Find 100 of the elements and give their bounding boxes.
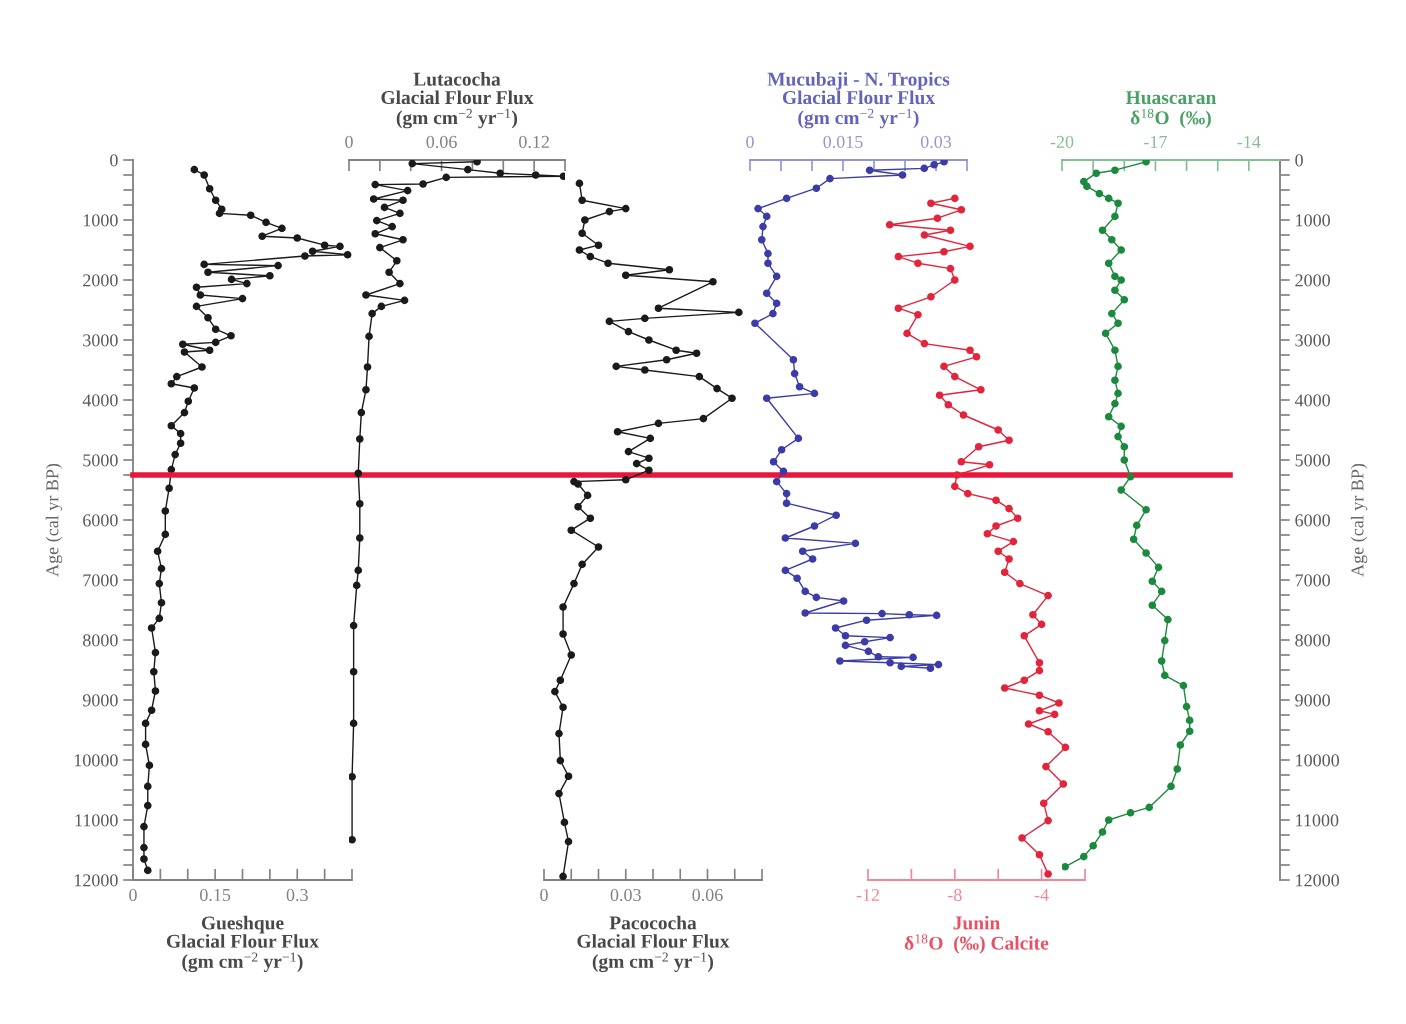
point xyxy=(559,630,567,638)
x-tick-label: 0 xyxy=(746,135,754,148)
point xyxy=(841,641,850,650)
point xyxy=(463,165,472,174)
point xyxy=(583,491,592,500)
point xyxy=(810,522,819,530)
x-tick-label: 0.03 xyxy=(920,135,952,149)
x-tick-label: -20 xyxy=(1050,135,1074,148)
point xyxy=(581,216,589,224)
point xyxy=(531,171,540,179)
point xyxy=(645,336,653,344)
point xyxy=(570,579,578,588)
x-tick-label: 0.015 xyxy=(823,135,863,149)
point xyxy=(699,414,708,423)
y-tick-label: 1000 xyxy=(83,214,118,227)
point xyxy=(355,534,364,542)
point xyxy=(762,394,771,403)
point xyxy=(621,271,630,280)
point xyxy=(555,789,563,798)
point xyxy=(560,818,569,827)
y-axis-title: Age (cal yr BP) xyxy=(45,463,63,577)
point xyxy=(567,526,576,535)
point xyxy=(777,445,786,454)
y-tick-label: 8000 xyxy=(1295,634,1331,647)
point xyxy=(564,837,573,846)
point xyxy=(368,309,376,318)
point xyxy=(574,502,582,511)
point xyxy=(769,457,778,466)
point xyxy=(886,633,894,642)
x-axis-title: Gueshque Glacial Flour Flux (gm cm$^{−2}$ yr$^{−1}$) xyxy=(166,915,319,973)
point xyxy=(841,631,850,640)
point xyxy=(594,241,603,250)
point xyxy=(865,166,874,175)
point xyxy=(864,647,873,656)
point xyxy=(790,369,799,378)
point xyxy=(419,180,427,188)
point xyxy=(567,651,576,659)
point xyxy=(926,664,935,673)
point xyxy=(759,222,767,231)
point xyxy=(772,272,781,281)
point xyxy=(355,435,364,443)
point xyxy=(862,616,871,625)
y-tick-label: 7000 xyxy=(83,574,118,587)
point xyxy=(798,547,807,556)
point xyxy=(851,539,860,548)
y-tick-label: 0 xyxy=(1295,154,1303,167)
x-tick-label: 0.06 xyxy=(692,888,723,902)
point xyxy=(920,164,929,173)
y-tick-label: 0 xyxy=(110,154,118,167)
x-tick-label: 0 xyxy=(129,888,137,902)
point xyxy=(772,477,781,486)
point xyxy=(396,279,404,288)
y-tick-label: 8000 xyxy=(82,634,118,647)
point xyxy=(354,469,363,478)
y-tick-label: 10000 xyxy=(1296,754,1340,767)
point xyxy=(782,194,791,203)
point xyxy=(556,756,565,765)
point xyxy=(641,314,649,323)
x-tick-label: 0.3 xyxy=(286,888,308,902)
point xyxy=(400,296,409,305)
point xyxy=(621,204,630,213)
point xyxy=(695,372,704,381)
point xyxy=(575,246,584,254)
x-axis-title: Pacococha Glacial Flour Flux (gm cm$^{−2}$ yr$^{−1}$) xyxy=(577,915,730,973)
y-axis-title: Age (cal yr BP) xyxy=(1350,463,1368,577)
point xyxy=(654,304,663,313)
point xyxy=(399,235,407,244)
point xyxy=(362,291,370,299)
y-tick-label: 9000 xyxy=(1295,694,1331,707)
y-tick-label: 11000 xyxy=(1296,814,1339,827)
y-tick-label: 3000 xyxy=(83,334,118,347)
point xyxy=(665,265,674,274)
point xyxy=(713,384,721,393)
y-tick-label: 6000 xyxy=(1295,514,1331,527)
y-tick-label: 4000 xyxy=(82,394,118,407)
y-tick-label: 7000 xyxy=(1295,574,1331,587)
point xyxy=(399,196,407,205)
x-tick-label: -17 xyxy=(1144,135,1167,148)
point xyxy=(559,872,567,880)
point xyxy=(385,268,393,277)
point xyxy=(692,349,701,358)
point xyxy=(349,835,356,844)
x-axis-title: Lutacocha Glacial Flour Flux (gm cm$^{−2}$ yr$^{−1}$) xyxy=(381,72,534,129)
point xyxy=(380,203,389,212)
point xyxy=(594,543,603,551)
point xyxy=(363,363,372,371)
x-axis-title: Huascaran δ$^{18}$O (‰) xyxy=(1125,91,1217,129)
point xyxy=(801,587,810,596)
point xyxy=(764,249,772,258)
point xyxy=(886,658,894,667)
point xyxy=(365,332,373,341)
point xyxy=(897,662,906,671)
point xyxy=(624,327,633,336)
point xyxy=(728,394,736,403)
point xyxy=(564,772,573,781)
point xyxy=(574,480,582,488)
text: Junin δ$^{18}$O (‰) Calcite xyxy=(904,915,1049,954)
point xyxy=(357,408,366,417)
y-tick-label: 11000 xyxy=(75,814,118,827)
point xyxy=(757,235,766,244)
